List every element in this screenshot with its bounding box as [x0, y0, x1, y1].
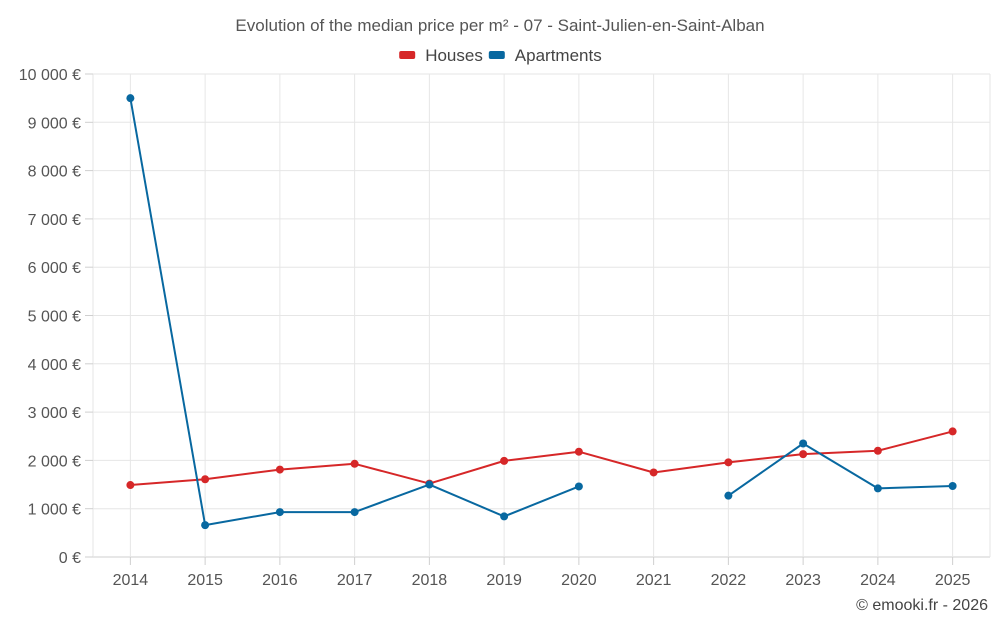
apartments-point-2016[interactable]: [275, 508, 284, 517]
y-tick-label: 4 000 €: [28, 357, 81, 374]
y-tick-label: 8 000 €: [28, 164, 81, 181]
apartments-line: [727, 442, 953, 497]
grid: [92, 73, 991, 558]
legend-item-houses[interactable]: Houses: [399, 46, 483, 65]
apartments-point-2023[interactable]: [799, 439, 808, 448]
y-tick-label: 7 000 €: [28, 212, 81, 229]
x-tick-label: 2015: [187, 572, 223, 589]
houses-point-2024[interactable]: [873, 446, 882, 455]
apartments-point-2018[interactable]: [425, 480, 434, 489]
series-apartments: [126, 94, 957, 530]
y-axis: 0 € 1 000 € 2 000 € 3 000 € 4 000 € 5 000 € 6 …: [19, 67, 93, 567]
houses-point-2020[interactable]: [574, 447, 583, 456]
y-tick-label: 9 000 €: [28, 115, 81, 132]
y-tick-label: 10 000 €: [19, 67, 81, 84]
chart-title: Evolution of the median price per m² - 0…: [235, 16, 764, 35]
legend-item-apartments[interactable]: Apartments: [488, 46, 602, 65]
apartments-point-2022[interactable]: [724, 491, 733, 500]
x-tick-label: 2024: [860, 572, 896, 589]
legend-swatch-apartments: [488, 51, 505, 59]
x-tick-label: 2017: [337, 572, 373, 589]
y-tick-label: 0 €: [59, 550, 81, 567]
x-tick-label: 2016: [262, 572, 298, 589]
houses-point-2019[interactable]: [500, 456, 509, 465]
apartments-point-2025[interactable]: [948, 481, 957, 490]
x-tick-label: 2018: [412, 572, 448, 589]
legend-label-apartments: Apartments: [515, 46, 602, 65]
houses-point-2025[interactable]: [948, 427, 957, 436]
apartments-point-2020[interactable]: [574, 482, 583, 491]
x-tick-label: 2020: [561, 572, 597, 589]
houses-point-2022[interactable]: [724, 458, 733, 467]
x-tick-label: 2022: [711, 572, 747, 589]
houses-line: [130, 430, 953, 487]
apartments-point-2019[interactable]: [500, 512, 509, 521]
houses-point-2014[interactable]: [126, 481, 135, 490]
y-tick-label: 2 000 €: [28, 453, 81, 470]
legend-swatch-houses: [399, 51, 416, 59]
apartments-point-2014[interactable]: [126, 94, 135, 103]
series-group: [126, 94, 957, 530]
x-tick-label: 2014: [113, 572, 149, 589]
apartments-point-2015[interactable]: [201, 521, 210, 530]
houses-point-2023[interactable]: [799, 450, 808, 459]
x-tick-label: 2023: [785, 572, 821, 589]
x-tick-label: 2025: [935, 572, 971, 589]
houses-point-2016[interactable]: [275, 465, 284, 474]
x-axis: 2014 2015 2016 2017 2018 2019 2020 2021 2022 2023…: [113, 557, 971, 589]
y-tick-label: 6 000 €: [28, 260, 81, 277]
x-tick-label: 2021: [636, 572, 672, 589]
houses-point-2015[interactable]: [201, 475, 210, 484]
apartments-point-2024[interactable]: [873, 484, 882, 493]
legend-label-houses: Houses: [425, 46, 483, 65]
houses-point-2021[interactable]: [649, 468, 658, 477]
y-tick-label: 5 000 €: [28, 309, 81, 326]
y-tick-label: 1 000 €: [28, 502, 81, 519]
y-tick-label: 3 000 €: [28, 405, 81, 422]
legend: Houses Apartments: [399, 46, 602, 65]
credit-text: © emooki.fr - 2026: [856, 597, 988, 614]
series-houses: [126, 427, 957, 490]
x-tick-label: 2019: [486, 572, 522, 589]
houses-point-2017[interactable]: [350, 459, 359, 468]
apartments-point-2017[interactable]: [350, 508, 359, 517]
